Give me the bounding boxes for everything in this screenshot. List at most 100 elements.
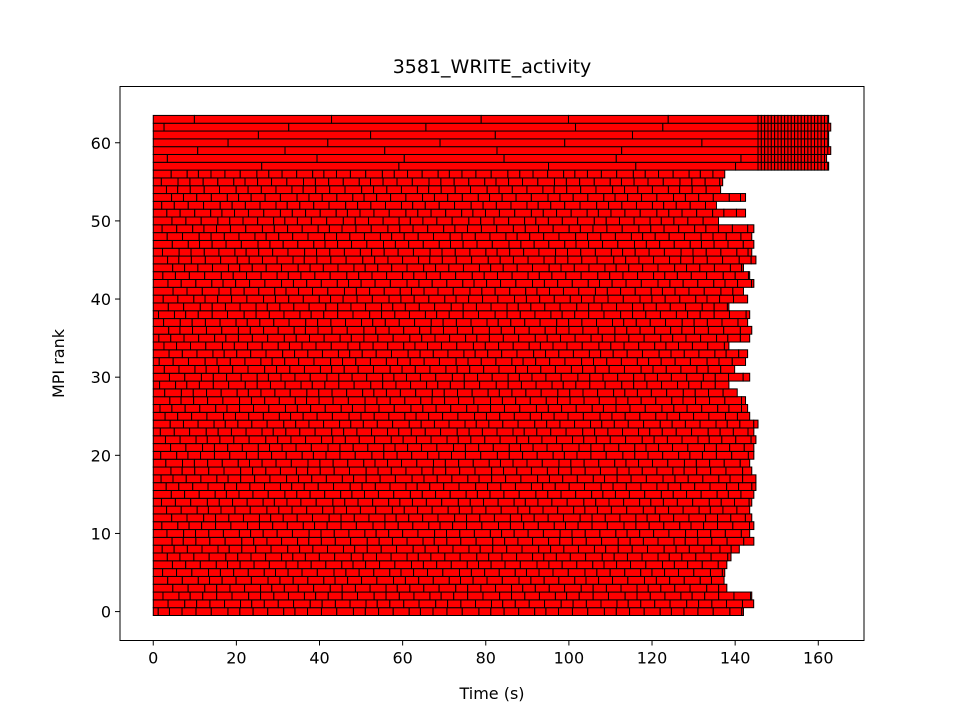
write-bar	[434, 333, 451, 343]
write-bar	[604, 474, 618, 484]
write-bar	[548, 239, 566, 249]
write-bar	[173, 544, 188, 554]
write-bar	[197, 419, 215, 429]
write-bar	[516, 263, 533, 273]
write-bar	[187, 583, 206, 593]
write-bar	[606, 357, 622, 366]
write-bar	[723, 341, 730, 351]
write-bar	[494, 286, 511, 296]
write-bar	[239, 169, 258, 179]
write-bar	[459, 552, 478, 562]
write-bar	[349, 232, 365, 241]
write-bar	[664, 271, 678, 281]
write-bar	[385, 583, 398, 593]
write-bar	[485, 247, 498, 257]
write-bar	[391, 232, 405, 241]
write-bar	[432, 466, 447, 476]
write-bar	[598, 341, 612, 351]
write-bar	[653, 255, 671, 265]
rank-row-23	[152, 427, 755, 437]
write-bar	[430, 552, 446, 562]
write-bar	[338, 380, 355, 390]
rank-row-43	[152, 271, 751, 281]
write-bar	[396, 544, 414, 554]
write-bar	[300, 380, 313, 390]
write-bar	[526, 185, 544, 195]
write-bar	[252, 607, 269, 616]
write-bar	[590, 333, 603, 343]
write-bar	[467, 583, 482, 593]
write-bar	[584, 482, 602, 491]
write-bar	[546, 333, 561, 343]
write-bar	[559, 302, 578, 312]
write-bar	[626, 529, 641, 538]
write-bar	[684, 536, 699, 546]
write-bar	[827, 138, 830, 148]
write-bar	[720, 247, 738, 257]
write-bar	[152, 286, 174, 296]
write-bar	[687, 560, 703, 570]
write-bar	[176, 224, 194, 234]
write-bar	[310, 560, 327, 570]
write-bar	[429, 482, 445, 491]
write-bar	[152, 239, 173, 249]
write-bar	[292, 279, 308, 288]
write-bar	[210, 607, 229, 616]
write-bar	[571, 529, 586, 538]
write-bar	[167, 575, 183, 585]
write-bar	[646, 513, 661, 523]
write-bar	[339, 450, 356, 460]
write-bar	[634, 443, 647, 452]
write-bar	[282, 513, 298, 523]
write-bar	[519, 169, 534, 179]
write-bar	[612, 185, 626, 195]
write-bar	[477, 193, 491, 202]
write-bar	[314, 427, 333, 437]
write-bar	[411, 474, 425, 484]
write-bar	[565, 521, 579, 531]
write-bar	[410, 286, 425, 296]
write-bar	[444, 458, 460, 468]
write-bar	[173, 310, 187, 320]
write-bar	[498, 208, 516, 218]
write-bar	[411, 497, 427, 507]
write-bar	[676, 271, 692, 281]
rank-row-26	[152, 404, 749, 413]
write-bar	[602, 372, 619, 382]
write-bar	[376, 419, 394, 429]
write-bar	[407, 349, 421, 359]
write-bar	[638, 458, 653, 468]
write-bar	[332, 497, 346, 507]
write-bar	[409, 583, 425, 593]
write-bar	[441, 247, 456, 257]
write-bar	[368, 513, 386, 523]
write-bar	[178, 255, 192, 265]
write-bar	[442, 411, 459, 421]
write-bar	[327, 138, 441, 148]
write-bar	[722, 255, 740, 265]
write-bar	[557, 505, 575, 515]
write-bar	[231, 294, 248, 304]
write-bar	[706, 583, 720, 593]
write-bar	[337, 302, 352, 312]
write-bar	[287, 247, 306, 257]
write-bar	[702, 474, 720, 484]
write-bar	[158, 357, 174, 366]
write-bar	[641, 435, 655, 445]
write-bar	[574, 169, 588, 179]
write-bar	[538, 544, 552, 554]
write-bar	[452, 521, 468, 531]
write-bar	[728, 193, 742, 202]
write-bar	[458, 458, 474, 468]
write-bar	[502, 419, 519, 429]
write-bar	[524, 497, 539, 507]
write-bar	[706, 357, 720, 366]
write-bar	[408, 513, 424, 523]
write-bar	[520, 443, 534, 452]
write-bar	[614, 458, 627, 468]
write-bar	[303, 177, 316, 187]
write-bar	[518, 333, 536, 343]
write-bar	[399, 224, 414, 234]
write-bar	[331, 114, 482, 124]
